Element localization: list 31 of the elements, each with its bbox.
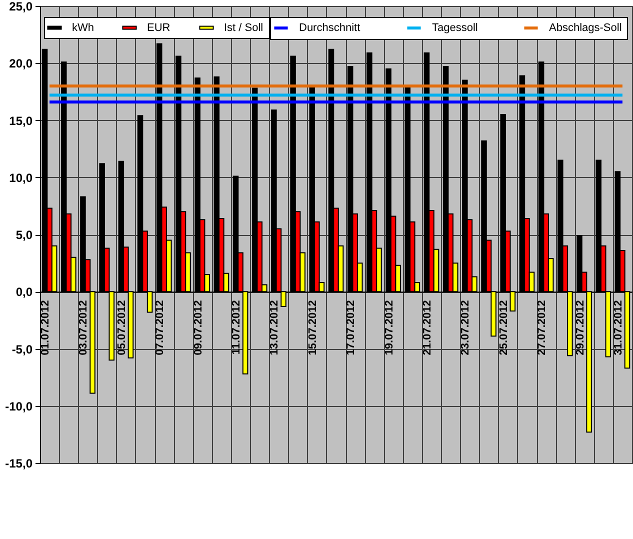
y-tick-label: 15,0 (9, 114, 33, 128)
x-tick-label: 05.07.2012 (116, 300, 128, 356)
x-tick-label: 15.07.2012 (306, 300, 319, 356)
x-tick-label: 27.07.2012 (536, 300, 548, 356)
legend-label: Abschlags-Soll (549, 22, 622, 34)
y-tick-label: 10,0 (9, 170, 33, 185)
x-tick-label: 29.07.2012 (574, 300, 586, 356)
x-tick-label: 25.07.2012 (498, 300, 510, 356)
y-tick-label: 0,0 (16, 285, 33, 300)
x-tick-label: 01.07.2012 (40, 300, 52, 356)
legend-label: EUR (147, 22, 170, 34)
y-tick-label: 25,0 (9, 0, 33, 14)
y-tick-label: 5,0 (16, 228, 33, 242)
x-tick-label: 09.07.2012 (192, 300, 204, 356)
x-tick-label: 19.07.2012 (383, 300, 396, 356)
y-tick-label: 20,0 (9, 56, 33, 71)
y-tick-label: -15,0 (5, 456, 33, 470)
legend-label: Tagessoll (432, 22, 478, 34)
x-tick-label: 07.07.2012 (154, 300, 166, 356)
y-tick-label: -5,0 (12, 342, 33, 356)
x-tick-label: 13.07.2012 (268, 300, 281, 356)
x-tick-label: 21.07.2012 (421, 300, 434, 356)
x-tick-label: 31.07.2012 (612, 300, 624, 356)
legend-label: kWh (72, 22, 94, 34)
x-tick-label: 03.07.2012 (78, 300, 90, 356)
legend-label: Ist / Soll (224, 22, 264, 34)
legend-label: Durchschnitt (299, 22, 360, 34)
x-tick-label: 17.07.2012 (345, 300, 358, 356)
y-tick-label: -10,0 (5, 399, 33, 414)
x-tick-label: 23.07.2012 (460, 300, 472, 356)
x-tick-label: 11.07.2012 (230, 300, 243, 355)
